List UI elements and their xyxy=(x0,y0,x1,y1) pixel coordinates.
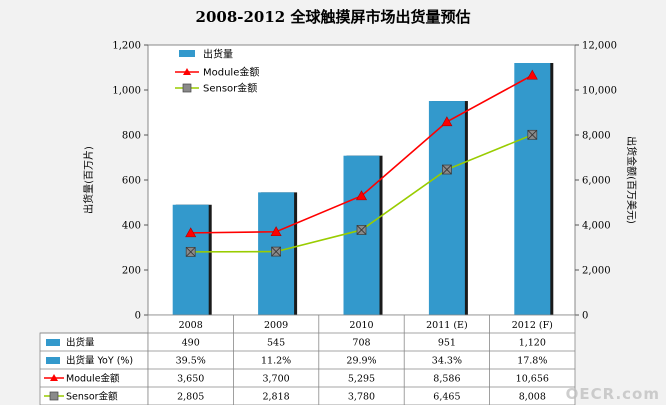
legend-marker xyxy=(182,83,192,93)
table-cell: 6,465 xyxy=(433,392,460,403)
data-point-marker xyxy=(441,116,453,127)
table-cell: 490 xyxy=(182,338,200,349)
table-row-label: Module金额 xyxy=(66,373,120,385)
table-header-cell: 2011 (E) xyxy=(426,320,468,331)
y2-tick-label: 6,000 xyxy=(582,176,611,187)
y2-tick-label: 0 xyxy=(582,311,588,322)
table-header-cell: 2012 (F) xyxy=(512,320,553,331)
table-cell: 29.9% xyxy=(346,356,376,367)
table-header-cell: 2008 xyxy=(179,320,203,331)
legend-label: Sensor金额 xyxy=(203,82,257,95)
table-header-cell: 2010 xyxy=(349,320,373,331)
table-cell: 2,805 xyxy=(177,392,204,403)
y-tick-label: 600 xyxy=(122,176,141,187)
data-point-marker xyxy=(270,226,282,237)
data-point-marker-cross xyxy=(271,246,281,257)
table-cell: 10,656 xyxy=(516,374,549,385)
table-cell: 34.3% xyxy=(432,356,462,367)
y2-tick-label: 2,000 xyxy=(582,266,611,277)
y2-axis-title: 出货金额(百万美元) xyxy=(625,136,638,224)
bar xyxy=(514,63,551,315)
y-tick-label: 200 xyxy=(122,266,141,277)
table-cell: 11.2% xyxy=(261,356,291,367)
table-cell: 3,780 xyxy=(348,392,375,403)
data-point-marker-cross xyxy=(356,225,367,235)
table-cell: 3,700 xyxy=(262,374,289,385)
data-point-marker xyxy=(526,69,538,80)
table-key-swatch xyxy=(46,357,60,364)
table-row-label: Sensor金额 xyxy=(66,391,118,403)
chart-title: 2008-2012 全球触摸屏市场出货量预估 xyxy=(195,8,471,26)
y2-tick-label: 4,000 xyxy=(582,221,611,232)
bar xyxy=(343,155,380,315)
table-key-swatch xyxy=(46,339,60,346)
table-cell: 39.5% xyxy=(176,356,206,367)
legend-marker xyxy=(183,68,191,75)
bar xyxy=(428,101,465,316)
table-row-label: 出货量 xyxy=(66,337,95,349)
legend-label: Module金额 xyxy=(203,66,259,79)
table-cell: 8,008 xyxy=(519,392,546,403)
watermark: OECR.com xyxy=(565,385,660,403)
table-header-cell: 2009 xyxy=(264,320,288,331)
data-point-marker-cross xyxy=(442,164,452,175)
data-point-marker xyxy=(355,190,368,201)
table-cell: 8,586 xyxy=(433,374,460,385)
table-cell: 3,650 xyxy=(177,374,204,385)
data-point-marker-cross xyxy=(527,130,538,140)
legend-swatch xyxy=(179,50,195,57)
table-cell: 951 xyxy=(438,338,456,349)
table-cell: 2,818 xyxy=(262,392,289,403)
table-cell: 17.8% xyxy=(517,356,547,367)
bar xyxy=(172,204,209,315)
table-key-marker xyxy=(50,374,58,381)
legend-label: 出货量 xyxy=(203,48,233,61)
data-point-marker-cross xyxy=(185,247,196,257)
y-tick-label: 1,000 xyxy=(112,86,141,97)
table-cell: 1,120 xyxy=(519,338,546,349)
table-cell: 708 xyxy=(352,338,370,349)
y-tick-label: 800 xyxy=(122,131,141,142)
table-area xyxy=(147,314,576,405)
table-cell: 545 xyxy=(267,338,285,349)
y2-tick-label: 8,000 xyxy=(582,131,611,142)
y2-tick-label: 12,000 xyxy=(582,41,617,52)
y-tick-label: 1,200 xyxy=(112,41,141,52)
y2-tick-label: 10,000 xyxy=(582,86,617,97)
y-tick-label: 0 xyxy=(135,311,141,322)
table-key-marker xyxy=(49,391,59,401)
y-tick-label: 400 xyxy=(122,221,141,232)
y-axis-title: 出货量(百万片) xyxy=(82,146,95,214)
table-cell: 5,295 xyxy=(348,374,375,385)
table-row-label: 出货量 YoY (%) xyxy=(66,355,133,367)
data-point-marker xyxy=(185,227,197,238)
